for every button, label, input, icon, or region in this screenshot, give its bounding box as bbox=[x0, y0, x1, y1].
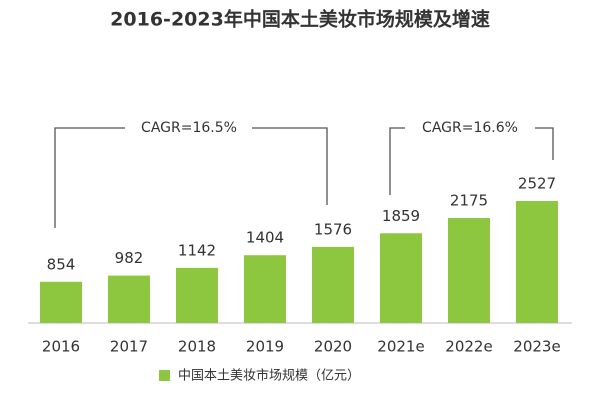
chart-title: 2016-2023年中国本土美妆市场规模及增速 bbox=[110, 8, 490, 31]
value-label: 1142 bbox=[178, 241, 216, 259]
x-tick-label: 2017 bbox=[110, 338, 148, 356]
bar bbox=[380, 233, 422, 323]
annotation: CAGR=16.6% bbox=[422, 120, 518, 136]
bar bbox=[176, 267, 218, 323]
value-label: 1404 bbox=[246, 229, 284, 247]
value-label: 1576 bbox=[314, 220, 352, 238]
value-label: 2527 bbox=[518, 175, 556, 193]
value-label: 2175 bbox=[450, 191, 488, 209]
x-tick-label: 2018 bbox=[178, 338, 216, 356]
x-tick-label: 2022e bbox=[445, 338, 492, 356]
legend-swatch bbox=[159, 370, 170, 381]
x-tick-label: 2021e bbox=[377, 338, 424, 356]
value-label: 854 bbox=[47, 255, 76, 273]
value-label: 1859 bbox=[382, 207, 420, 225]
x-tick-label: 2023e bbox=[513, 338, 560, 356]
x-tick-label: 2016 bbox=[42, 338, 80, 356]
bar bbox=[448, 217, 490, 323]
cagr-bracket bbox=[389, 127, 554, 195]
cagr-bracket bbox=[54, 127, 328, 228]
bar bbox=[108, 275, 150, 323]
annotation: CAGR=16.5% bbox=[141, 120, 237, 136]
x-tick-label: 2019 bbox=[246, 338, 284, 356]
value-label: 982 bbox=[115, 249, 144, 267]
bar bbox=[516, 201, 558, 323]
bar bbox=[40, 281, 82, 323]
bar bbox=[244, 255, 286, 323]
x-tick-label: 2020 bbox=[314, 338, 352, 356]
bar bbox=[312, 246, 354, 323]
legend-label: 中国本土美妆市场规模（亿元） bbox=[178, 368, 360, 384]
